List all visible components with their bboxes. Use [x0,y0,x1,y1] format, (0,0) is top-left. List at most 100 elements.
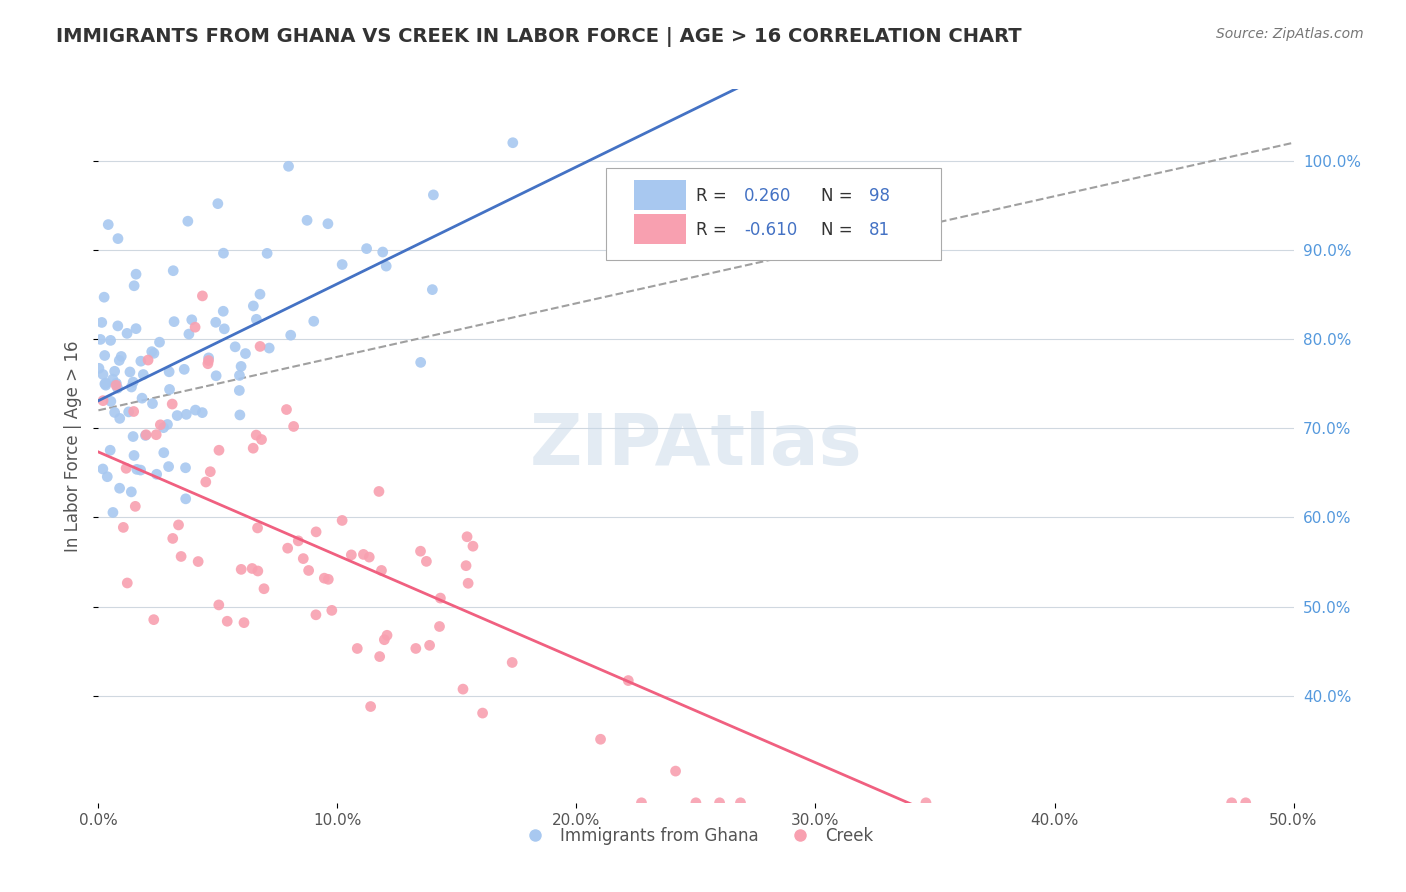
Point [305,524,328,539]
Point [630,796,652,810]
Point [415,554,437,568]
Point [205,368,228,383]
Point [191,289,214,303]
Point [360,699,382,714]
Point [117,576,139,591]
Point [242,441,264,455]
Point [340,548,363,562]
Point [136,353,159,368]
Point [228,384,250,398]
Point [122,404,145,418]
Point [277,541,299,556]
Point [145,467,167,482]
Point [330,258,353,272]
Point [108,481,131,495]
Text: 98: 98 [869,186,890,204]
Point [162,532,184,546]
Point [104,405,127,419]
Point [134,428,156,442]
Point [429,591,451,606]
Point [118,365,141,379]
Point [375,628,398,642]
Point [115,326,138,341]
Point [122,449,145,463]
Point [149,417,172,432]
Point [184,320,207,334]
Point [91,462,114,476]
Point [97,218,120,232]
Point [457,576,479,591]
Point [89,333,111,347]
Point [1234,796,1257,810]
Point [152,420,174,434]
Point [352,548,374,562]
Point [242,299,264,313]
Point [245,428,267,442]
Point [129,463,152,477]
Point [246,564,269,578]
Point [359,550,381,565]
Point [292,551,315,566]
Legend: Immigrants from Ghana, Creek: Immigrants from Ghana, Creek [512,821,880,852]
Point [132,368,155,382]
Point [108,411,131,425]
Point [157,365,180,379]
Point [370,564,392,578]
Point [170,549,193,564]
Point [191,406,214,420]
Point [174,408,197,422]
Point [1220,796,1243,810]
Point [200,465,222,479]
Point [409,355,432,369]
Point [124,500,146,514]
Point [461,539,484,553]
Point [422,283,444,297]
Point [730,796,752,810]
Point [356,242,378,256]
Point [207,196,229,211]
Point [471,706,494,720]
Point [177,327,200,342]
Point [305,607,328,622]
Point [120,484,142,499]
Text: IMMIGRANTS FROM GHANA VS CREEK IN LABOR FORCE | AGE > 16 CORRELATION CHART: IMMIGRANTS FROM GHANA VS CREEK IN LABOR … [56,27,1022,46]
Point [91,393,114,408]
Point [187,555,209,569]
Point [316,572,339,586]
Point [160,397,183,411]
Point [94,376,117,391]
Point [617,673,640,688]
Point [212,246,235,260]
Point [96,469,118,483]
Point [249,339,271,353]
Point [228,368,250,383]
Point [589,732,612,747]
Point [245,312,267,326]
Point [107,232,129,246]
Point [174,460,197,475]
Point [321,603,343,617]
Point [709,796,731,810]
Point [156,417,179,432]
Point [87,361,110,376]
Point [501,656,523,670]
Point [162,263,184,277]
Point [330,513,353,527]
Point [152,445,174,459]
Point [180,313,202,327]
Text: Source: ZipAtlas.com: Source: ZipAtlas.com [1216,27,1364,41]
Point [104,364,127,378]
Point [250,433,273,447]
Point [105,376,128,391]
Point [159,383,181,397]
Point [229,359,252,374]
Point [302,314,325,328]
Point [405,641,427,656]
Point [120,380,142,394]
Point [93,349,115,363]
Point [142,613,165,627]
Point [197,357,219,371]
Point [456,530,478,544]
Y-axis label: In Labor Force | Age > 16: In Labor Force | Age > 16 [65,340,83,552]
Point [204,315,226,329]
